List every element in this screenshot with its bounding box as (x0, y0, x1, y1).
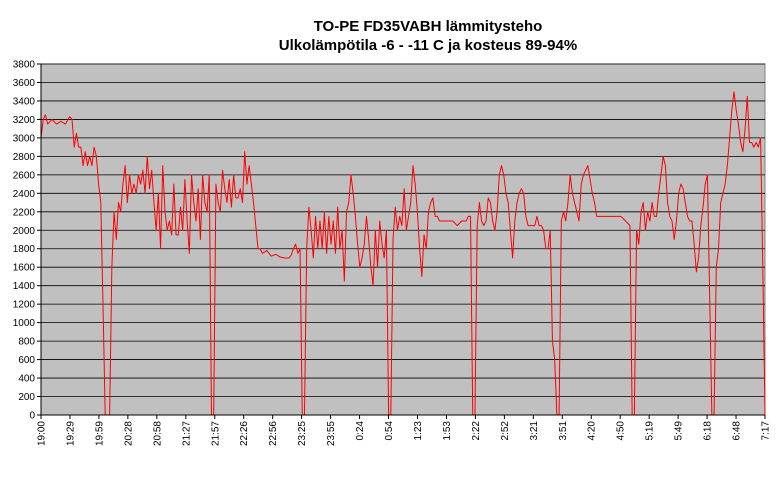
x-tick-label: 6:48 (732, 421, 743, 441)
x-tick-label: 23:25 (297, 421, 308, 446)
x-tick-label: 21:57 (210, 421, 221, 446)
x-tick-label: 20:28 (123, 421, 134, 446)
x-tick-label: 7:17 (761, 421, 772, 441)
x-tick-label: 1:53 (442, 421, 453, 441)
y-tick-label: 2600 (13, 170, 36, 181)
y-tick-label: 2400 (13, 189, 36, 200)
y-tick-label: 1000 (13, 318, 36, 329)
x-tick-label: 6:18 (703, 421, 714, 441)
plot-area (40, 63, 766, 416)
x-tick-label: 4:50 (616, 421, 627, 441)
series-line (40, 91, 766, 416)
x-tick-label: 5:49 (674, 421, 685, 441)
series-layer (40, 91, 766, 416)
x-tick-label: 3:51 (558, 421, 569, 441)
y-tick-label: 2000 (13, 226, 36, 237)
x-tick-label: 21:27 (181, 421, 192, 446)
x-tick-label: 5:19 (645, 421, 656, 441)
x-tick-label: 19:00 (37, 421, 48, 446)
x-tick-label: 22:56 (268, 421, 279, 446)
y-tick-label: 200 (18, 392, 35, 403)
y-tick-label: 1800 (13, 244, 36, 255)
chart-subtitle: Ulkolämpötila -6 - -11 C ja kosteus 89-9… (279, 37, 577, 54)
y-tick-label: 1200 (13, 300, 36, 311)
y-tick-label: 1600 (13, 263, 36, 274)
y-axis-ticks: 0 200 400 600 800 1000 1200 1400 1600 1800 2000 220… (13, 60, 41, 422)
x-tick-label: 0:54 (384, 421, 395, 441)
y-tick-label: 3200 (13, 115, 36, 126)
x-tick-label: 19:59 (94, 421, 105, 446)
y-tick-label: 2800 (13, 152, 36, 163)
y-tick-label: 3800 (13, 60, 36, 71)
x-tick-label: 1:23 (413, 421, 424, 441)
x-tick-label: 0:24 (355, 421, 366, 441)
chart-title: TO-PE FD35VABH lämmitysteho (314, 18, 543, 35)
y-tick-label: 600 (18, 355, 35, 366)
y-tick-label: 1400 (13, 281, 36, 292)
y-tick-label: 3400 (13, 96, 36, 107)
x-tick-label: 20:58 (152, 421, 163, 446)
x-tick-label: 2:22 (471, 421, 482, 441)
y-tick-label: 3600 (13, 78, 36, 89)
y-tick-label: 800 (18, 337, 35, 348)
y-tick-label: 400 (18, 374, 35, 385)
y-tick-label: 3000 (13, 133, 36, 144)
x-tick-label: 23:55 (326, 421, 337, 446)
x-tick-label: 22:26 (239, 421, 250, 446)
x-tick-label: 19:29 (65, 421, 76, 446)
x-axis-ticks: 19:00 19:29 19:59 20:28 20:58 21:27 21:57 22:26… (37, 415, 772, 446)
y-tick-label: 2200 (13, 207, 36, 218)
x-tick-label: 4:20 (587, 421, 598, 441)
y-tick-label: 0 (29, 411, 35, 422)
x-tick-label: 3:21 (529, 421, 540, 441)
x-tick-label: 2:52 (500, 421, 511, 441)
